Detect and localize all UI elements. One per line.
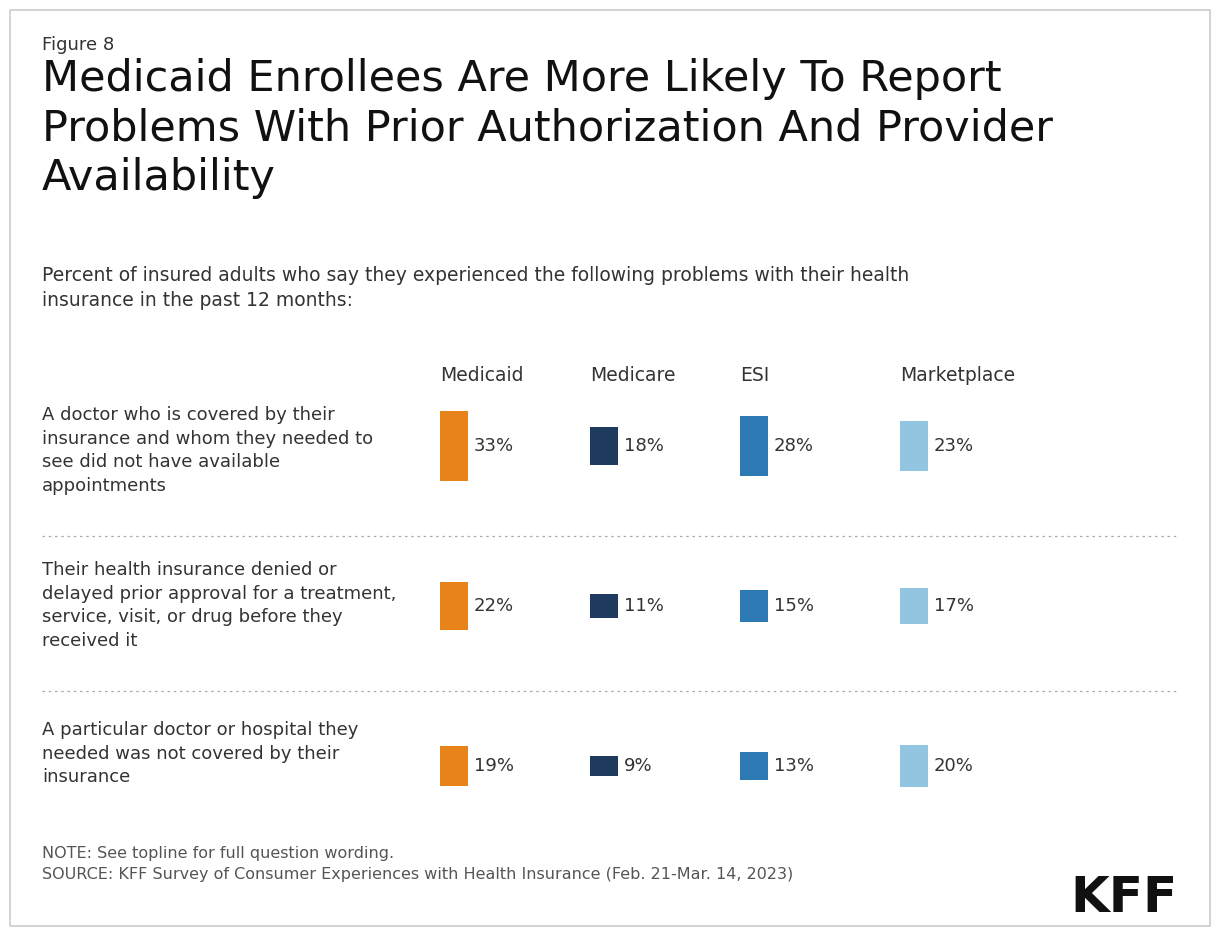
FancyBboxPatch shape [900, 588, 928, 624]
Text: 18%: 18% [623, 437, 664, 455]
FancyBboxPatch shape [741, 416, 769, 476]
Text: 20%: 20% [935, 757, 974, 775]
Text: ESI: ESI [741, 366, 770, 385]
FancyBboxPatch shape [590, 756, 619, 776]
FancyBboxPatch shape [440, 582, 468, 630]
FancyBboxPatch shape [440, 746, 468, 786]
Text: 23%: 23% [935, 437, 974, 455]
FancyBboxPatch shape [590, 594, 619, 618]
Text: 9%: 9% [623, 757, 653, 775]
Text: 33%: 33% [475, 437, 514, 455]
FancyBboxPatch shape [590, 427, 619, 465]
Text: 11%: 11% [623, 597, 664, 615]
Text: 22%: 22% [475, 597, 514, 615]
FancyBboxPatch shape [440, 411, 468, 481]
Text: Medicaid: Medicaid [440, 366, 523, 385]
Text: Their health insurance denied or
delayed prior approval for a treatment,
service: Their health insurance denied or delayed… [41, 561, 397, 650]
FancyBboxPatch shape [900, 744, 928, 787]
Text: Figure 8: Figure 8 [41, 36, 115, 54]
Text: KFF: KFF [1071, 874, 1179, 922]
Text: Marketplace: Marketplace [900, 366, 1015, 385]
Text: Medicaid Enrollees Are More Likely To Report
Problems With Prior Authorization A: Medicaid Enrollees Are More Likely To Re… [41, 58, 1053, 198]
Text: NOTE: See topline for full question wording.
SOURCE: KFF Survey of Consumer Expe: NOTE: See topline for full question word… [41, 846, 793, 882]
Text: A particular doctor or hospital they
needed was not covered by their
insurance: A particular doctor or hospital they nee… [41, 721, 359, 786]
Text: 28%: 28% [773, 437, 814, 455]
FancyBboxPatch shape [741, 752, 769, 780]
Text: Medicare: Medicare [590, 366, 676, 385]
Text: Percent of insured adults who say they experienced the following problems with t: Percent of insured adults who say they e… [41, 266, 909, 310]
FancyBboxPatch shape [741, 590, 769, 622]
FancyBboxPatch shape [900, 421, 928, 471]
Text: A doctor who is covered by their
insurance and whom they needed to
see did not h: A doctor who is covered by their insuran… [41, 406, 373, 495]
Text: 17%: 17% [935, 597, 974, 615]
Text: 15%: 15% [773, 597, 814, 615]
Text: 13%: 13% [773, 757, 814, 775]
Text: 19%: 19% [475, 757, 514, 775]
